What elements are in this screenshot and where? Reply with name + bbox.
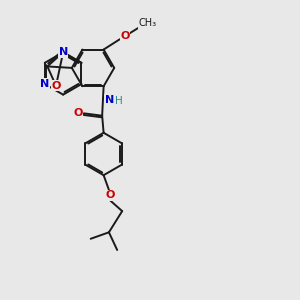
Text: O: O bbox=[51, 81, 61, 91]
Text: O: O bbox=[105, 190, 115, 200]
Text: N: N bbox=[58, 47, 68, 57]
Text: H: H bbox=[115, 96, 123, 106]
Text: CH₃: CH₃ bbox=[138, 18, 156, 28]
Text: N: N bbox=[105, 94, 114, 104]
Text: N: N bbox=[40, 79, 50, 89]
Text: O: O bbox=[73, 108, 83, 118]
Text: O: O bbox=[120, 31, 130, 41]
